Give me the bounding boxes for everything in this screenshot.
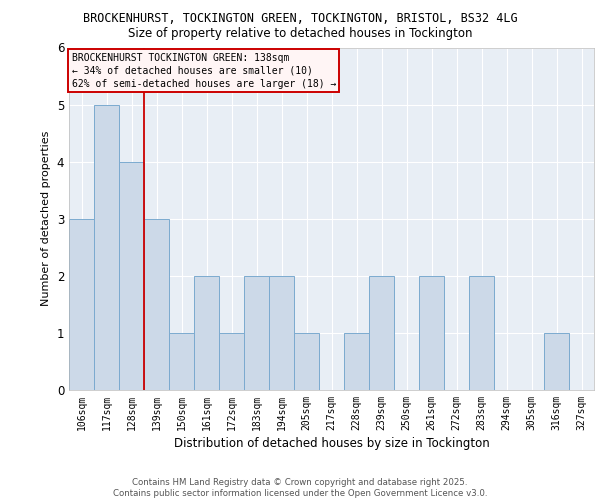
Bar <box>119 162 144 390</box>
Bar <box>344 333 369 390</box>
Bar <box>219 333 244 390</box>
X-axis label: Distribution of detached houses by size in Tockington: Distribution of detached houses by size … <box>173 437 490 450</box>
Bar <box>94 104 119 390</box>
Bar <box>544 333 569 390</box>
Bar <box>169 333 194 390</box>
Text: BROCKENHURST, TOCKINGTON GREEN, TOCKINGTON, BRISTOL, BS32 4LG: BROCKENHURST, TOCKINGTON GREEN, TOCKINGT… <box>83 12 517 26</box>
Bar <box>244 276 269 390</box>
Bar <box>469 276 494 390</box>
Bar <box>419 276 444 390</box>
Bar <box>269 276 294 390</box>
Text: Contains HM Land Registry data © Crown copyright and database right 2025.
Contai: Contains HM Land Registry data © Crown c… <box>113 478 487 498</box>
Bar <box>144 219 169 390</box>
Text: Size of property relative to detached houses in Tockington: Size of property relative to detached ho… <box>128 28 472 40</box>
Bar <box>369 276 394 390</box>
Text: BROCKENHURST TOCKINGTON GREEN: 138sqm
← 34% of detached houses are smaller (10)
: BROCKENHURST TOCKINGTON GREEN: 138sqm ← … <box>71 52 336 89</box>
Bar <box>194 276 219 390</box>
Bar <box>294 333 319 390</box>
Y-axis label: Number of detached properties: Number of detached properties <box>41 131 51 306</box>
Bar <box>69 219 94 390</box>
